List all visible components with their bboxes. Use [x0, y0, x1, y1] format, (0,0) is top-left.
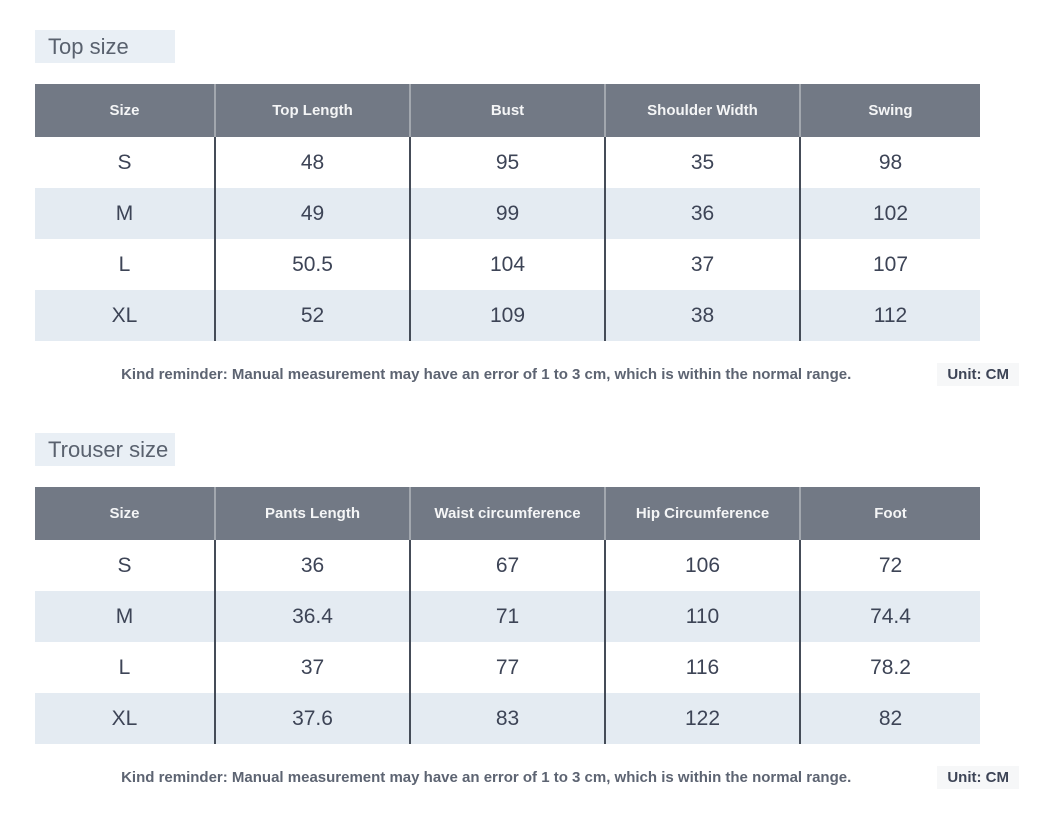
measurement-cell: 67: [409, 540, 605, 591]
size-cell: S: [35, 540, 215, 591]
column-header: Foot: [799, 487, 980, 540]
measurement-cell: 50.5: [214, 239, 410, 290]
column-header: Shoulder Width: [604, 84, 800, 137]
kind-reminder-note: Kind reminder: Manual measurement may ha…: [121, 366, 852, 383]
size-cell: S: [35, 137, 215, 188]
measurement-cell: 49: [214, 188, 410, 239]
table-row: M 49 99 36 102: [35, 188, 980, 239]
size-cell: M: [35, 591, 215, 642]
unit-badge: Unit: CM: [937, 766, 1019, 789]
table-header-row: Size Top Length Bust Shoulder Width Swing: [35, 84, 980, 137]
size-cell: L: [35, 239, 215, 290]
measurement-cell: 106: [604, 540, 800, 591]
measurement-cell: 37: [214, 642, 410, 693]
column-header: Size: [35, 84, 215, 137]
measurement-cell: 52: [214, 290, 410, 341]
column-header: Top Length: [214, 84, 410, 137]
measurement-cell: 71: [409, 591, 605, 642]
table-row: M 36.4 71 110 74.4: [35, 591, 980, 642]
measurement-cell: 95: [409, 137, 605, 188]
top-size-table: Size Top Length Bust Shoulder Width Swing S 48…: [35, 84, 980, 341]
measurement-cell: 72: [799, 540, 980, 591]
size-cell: M: [35, 188, 215, 239]
measurement-cell: 37.6: [214, 693, 410, 744]
measurement-cell: 99: [409, 188, 605, 239]
trouser-size-table: Size Pants Length Waist circumference Hip C…: [35, 487, 980, 744]
measurement-cell: 48: [214, 137, 410, 188]
size-cell: XL: [35, 693, 215, 744]
unit-badge: Unit: CM: [937, 363, 1019, 386]
measurement-cell: 116: [604, 642, 800, 693]
top-size-section: Top size Size Top Length Bust Shoulder Widt…: [35, 30, 1019, 388]
measurement-cell: 38: [604, 290, 800, 341]
measurement-cell: 36: [604, 188, 800, 239]
table-row: S 48 95 35 98: [35, 137, 980, 188]
column-header: Swing: [799, 84, 980, 137]
measurement-cell: 109: [409, 290, 605, 341]
size-cell: L: [35, 642, 215, 693]
measurement-cell: 122: [604, 693, 800, 744]
measurement-cell: 77: [409, 642, 605, 693]
top-size-title: Top size: [35, 30, 175, 63]
column-header: Hip Circumference: [604, 487, 800, 540]
measurement-cell: 37: [604, 239, 800, 290]
kind-reminder-note: Kind reminder: Manual measurement may ha…: [121, 769, 852, 786]
measurement-cell: 74.4: [799, 591, 980, 642]
table-row: XL 37.6 83 122 82: [35, 693, 980, 744]
trouser-size-section: Trouser size Size Pants Length Waist circu…: [35, 433, 1019, 791]
column-header: Bust: [409, 84, 605, 137]
trouser-size-title: Trouser size: [35, 433, 175, 466]
measurement-cell: 102: [799, 188, 980, 239]
measurement-cell: 83: [409, 693, 605, 744]
table-row: L 50.5 104 37 107: [35, 239, 980, 290]
measurement-cell: 82: [799, 693, 980, 744]
measurement-cell: 78.2: [799, 642, 980, 693]
measurement-cell: 98: [799, 137, 980, 188]
measurement-cell: 35: [604, 137, 800, 188]
trouser-size-note-row: Kind reminder: Manual measurement may ha…: [35, 764, 1019, 791]
measurement-cell: 36: [214, 540, 410, 591]
measurement-cell: 110: [604, 591, 800, 642]
measurement-cell: 112: [799, 290, 980, 341]
table-row: L 37 77 116 78.2: [35, 642, 980, 693]
table-header-row: Size Pants Length Waist circumference Hip C…: [35, 487, 980, 540]
table-row: S 36 67 106 72: [35, 540, 980, 591]
column-header: Size: [35, 487, 215, 540]
column-header: Pants Length: [214, 487, 410, 540]
measurement-cell: 104: [409, 239, 605, 290]
table-row: XL 52 109 38 112: [35, 290, 980, 341]
size-cell: XL: [35, 290, 215, 341]
measurement-cell: 36.4: [214, 591, 410, 642]
column-header: Waist circumference: [409, 487, 605, 540]
page-container: Top size Size Top Length Bust Shoulder Widt…: [35, 30, 1019, 791]
top-size-note-row: Kind reminder: Manual measurement may ha…: [35, 361, 1019, 388]
measurement-cell: 107: [799, 239, 980, 290]
